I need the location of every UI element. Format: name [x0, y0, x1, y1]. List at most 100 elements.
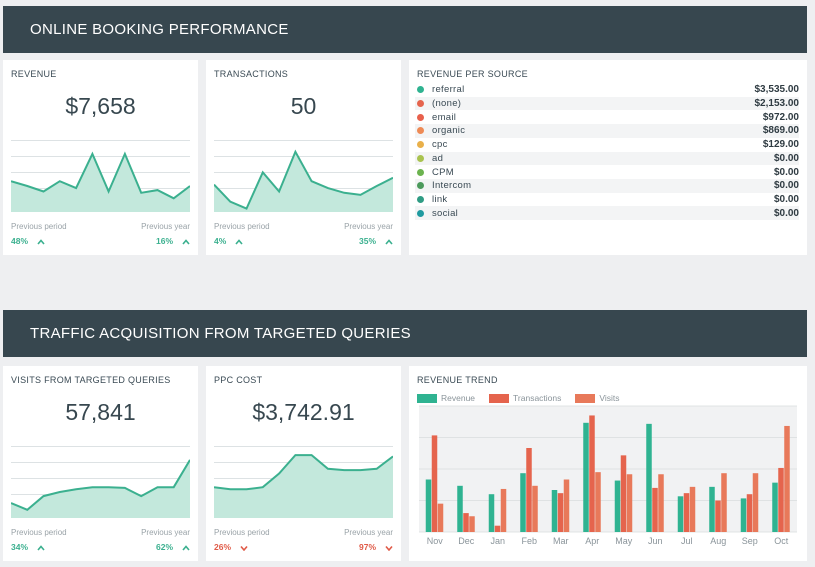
x-tick-label: Feb — [521, 536, 537, 546]
previous-period-label: Previous period — [214, 528, 270, 537]
card-title: TRANSACTIONS — [214, 69, 289, 79]
previous-period-label: Previous period — [11, 528, 67, 537]
x-tick-label: Jan — [490, 536, 505, 546]
source-name: link — [432, 193, 448, 205]
legend-dot-icon — [417, 168, 424, 176]
revenue-trend-card: REVENUE TREND Revenue Transactions Visits … — [409, 366, 807, 561]
x-tick-label: Jul — [681, 536, 693, 546]
bar-visits-nov — [437, 503, 444, 532]
visits-card: VISITS FROM TARGETED QUERIES 57,841 Prev… — [3, 366, 198, 561]
bar-transactions-aug — [715, 500, 721, 532]
source-value: $2,153.00 — [754, 98, 800, 110]
transactions-card: TRANSACTIONS 50 Previous period Previous… — [206, 60, 401, 255]
legend-label: Transactions — [513, 393, 562, 403]
sparkline-line — [214, 149, 393, 210]
previous-period-change: 48% — [11, 236, 45, 246]
bar-visits-aug — [721, 473, 727, 532]
source-row: (none) $2,153.00 — [415, 96, 800, 111]
bar-revenue-apr — [583, 422, 589, 532]
previous-year-label: Previous year — [141, 528, 190, 537]
bar-revenue-oct — [772, 482, 778, 532]
legend-dot-icon — [417, 141, 424, 149]
x-tick-label: Sep — [742, 536, 758, 546]
x-tick-label: May — [615, 536, 633, 546]
previous-year-label: Previous year — [141, 222, 190, 231]
bar-revenue-jul — [677, 496, 684, 532]
legend-dot-icon — [417, 154, 424, 162]
source-name: CPM — [432, 166, 455, 178]
source-value: $0.00 — [773, 180, 799, 192]
sparkline-area — [214, 455, 393, 518]
chevron-down-icon — [240, 542, 248, 552]
source-name: Intercom — [432, 180, 472, 192]
legend-item: Transactions — [489, 393, 561, 403]
previous-year-change: 97% — [359, 542, 393, 552]
source-value: $129.00 — [762, 139, 799, 151]
legend-swatch — [489, 393, 510, 403]
sparkline-area — [214, 151, 393, 212]
card-title: REVENUE PER SOURCE — [417, 69, 528, 79]
source-row: referral $3,535.00 — [415, 83, 799, 97]
bar-visits-feb — [532, 485, 538, 532]
revenue-per-source-card: REVENUE PER SOURCE referral $3,535.00 (non… — [409, 60, 807, 255]
kpi-value: 57,841 — [65, 399, 136, 425]
legend-dot-icon — [417, 86, 424, 94]
legend-label: Revenue — [441, 393, 476, 403]
bar-transactions-sep — [746, 494, 753, 532]
sparkline-chart — [11, 446, 190, 518]
source-name: email — [432, 111, 457, 123]
bar-visits-jan — [500, 488, 507, 532]
legend-swatch — [575, 393, 596, 403]
source-name: (none) — [432, 98, 462, 110]
previous-year-change: 35% — [359, 236, 393, 246]
previous-year-change: 62% — [156, 542, 190, 552]
source-value: $0.00 — [773, 152, 799, 164]
bar-transactions-feb — [526, 448, 532, 532]
chevron-up-icon — [37, 542, 45, 552]
x-tick-label: Dec — [458, 536, 475, 546]
sparkline-area — [11, 459, 190, 518]
card-title: REVENUE TREND — [417, 375, 498, 385]
legend-item: Revenue — [417, 393, 475, 403]
section-header-traffic: TRAFFIC ACQUISITION FROM TARGETED QUERIE… — [3, 310, 807, 357]
chevron-up-icon — [182, 236, 190, 246]
source-name: social — [432, 207, 459, 219]
source-row: CPM $0.00 — [415, 165, 799, 179]
bar-revenue-feb — [520, 473, 526, 532]
source-row: cpc $129.00 — [415, 138, 799, 152]
card-title: VISITS FROM TARGETED QUERIES — [11, 375, 171, 385]
x-tick-label: Aug — [710, 536, 726, 546]
chevron-up-icon — [385, 236, 393, 246]
x-tick-label: Nov — [427, 536, 444, 546]
sparkline-line — [11, 459, 190, 511]
source-row: link $0.00 — [415, 193, 799, 207]
chart-legend: Revenue Transactions Visits — [417, 393, 634, 403]
source-row: social $0.00 — [415, 206, 799, 220]
previous-year-label: Previous year — [344, 222, 393, 231]
bar-revenue-nov — [425, 479, 432, 532]
kpi-value: $7,658 — [65, 93, 136, 119]
previous-period-change: 4% — [214, 236, 243, 246]
kpi-value: 50 — [290, 93, 317, 119]
bar-visits-jul — [689, 486, 696, 532]
bar-transactions-mar — [557, 493, 564, 532]
bar-revenue-sep — [740, 498, 747, 532]
x-tick-label: Mar — [553, 536, 569, 546]
bar-revenue-aug — [709, 486, 715, 532]
legend-dot-icon — [417, 113, 424, 121]
legend-dot-icon — [417, 195, 424, 203]
bar-transactions-may — [620, 455, 627, 532]
bar-revenue-dec — [457, 485, 463, 532]
previous-period-label: Previous period — [11, 222, 67, 231]
bar-transactions-dec — [463, 513, 469, 532]
bar-visits-apr — [595, 472, 601, 532]
source-value: $869.00 — [762, 125, 799, 137]
source-name: referral — [432, 84, 465, 96]
source-row: ad $0.00 — [415, 151, 799, 166]
legend-dot-icon — [417, 127, 424, 135]
bar-revenue-jan — [488, 494, 495, 532]
chevron-down-icon — [385, 542, 393, 552]
bar-visits-oct — [784, 425, 790, 532]
bar-transactions-jul — [683, 493, 690, 532]
sparkline-chart — [214, 140, 393, 212]
